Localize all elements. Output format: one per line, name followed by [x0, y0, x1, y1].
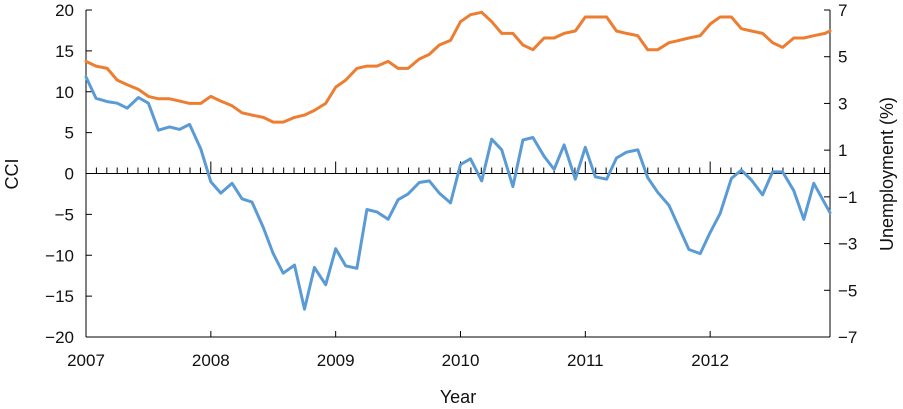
- y-left-tick-label: −5: [55, 205, 74, 224]
- y-left-tick-label: 0: [65, 165, 74, 184]
- x-tick-label: 2011: [567, 351, 604, 370]
- x-tick-label: 2007: [67, 351, 105, 370]
- series-layer: [84, 10, 832, 311]
- x-tick-label: 2012: [691, 351, 729, 370]
- y-axis-right-title: Unemployment (%): [877, 97, 897, 251]
- y-right-tick-label: −7: [838, 328, 857, 347]
- x-tick-label: 2010: [442, 351, 480, 370]
- unemployment-line: [84, 10, 832, 124]
- y-left-tick-label: 20: [55, 1, 74, 20]
- y-left-tick-label: 10: [55, 83, 74, 102]
- y-left-tick-label: −15: [45, 287, 74, 306]
- y-right-tick-label: −5: [838, 281, 857, 300]
- y-right-tick-label: −1: [838, 188, 857, 207]
- tick-labels: 20 15 10 5 0 −5 −10 −15 −20 7 5 3 1 −1 −3 −5 −7 2007 2008 2…: [45, 1, 857, 370]
- y-right-tick-label: 5: [838, 48, 847, 67]
- y-left-tick-label: 15: [55, 42, 74, 61]
- y-axis-left-title: CCI: [2, 159, 22, 190]
- y-right-tick-label: −3: [838, 235, 857, 254]
- x-axis-title: Year: [440, 387, 476, 407]
- y-left-tick-label: −20: [45, 328, 74, 347]
- y-right-tick-label: 1: [838, 141, 847, 160]
- y-right-tick-label: 7: [838, 1, 847, 20]
- y-left-tick-label: −10: [45, 246, 74, 265]
- cci-line: [84, 75, 832, 311]
- y-right-tick-label: 3: [838, 94, 847, 113]
- y-left-tick-label: 5: [65, 124, 74, 143]
- x-tick-label: 2008: [192, 351, 230, 370]
- x-tick-label: 2009: [317, 351, 355, 370]
